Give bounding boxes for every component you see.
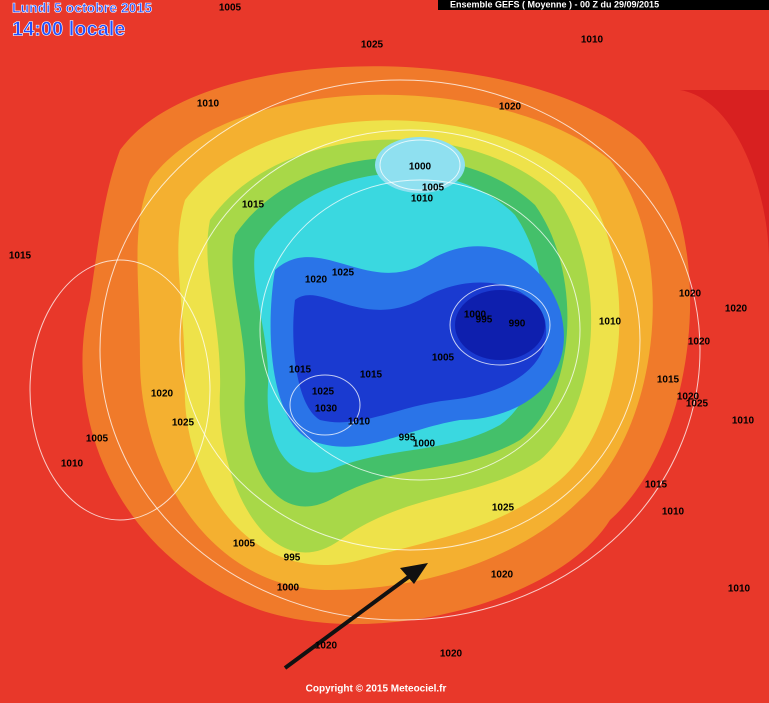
pressure-label: 1020	[677, 392, 700, 403]
pressure-label: 1020	[440, 649, 463, 660]
pressure-label: 1020	[725, 304, 748, 315]
pressure-label: 1000	[464, 310, 487, 321]
pressure-label: 1020	[315, 641, 338, 652]
isobar	[379, 139, 461, 191]
isobar	[29, 259, 211, 521]
pressure-label: 1020	[305, 275, 328, 286]
pressure-label: 1015	[360, 370, 383, 381]
pressure-label: 1020	[499, 102, 522, 113]
pressure-label: 1010	[581, 35, 604, 46]
pressure-label: 1025	[492, 503, 515, 514]
pressure-label: 1010	[197, 99, 220, 110]
isobar	[99, 79, 701, 621]
pressure-label: 1010	[411, 194, 434, 205]
pressure-label: 1030	[315, 404, 338, 415]
copyright: Copyright © 2015 Meteociel.fr	[306, 684, 447, 695]
isobar	[259, 179, 581, 481]
pressure-label: 1000	[413, 439, 436, 450]
isobar	[449, 284, 551, 366]
pressure-label: 1020	[679, 289, 702, 300]
pressure-label: 1025	[312, 387, 335, 398]
banner-bg	[438, 0, 769, 10]
secondary-low	[375, 137, 465, 193]
isobar	[289, 374, 361, 436]
banner: Ensemble GEFS ( Moyenne ) - 00 Z du 29/0…	[450, 0, 659, 9]
pressure-label: 1010	[599, 317, 622, 328]
pressure-label: 1025	[686, 399, 709, 410]
pressure-label: 1015	[657, 375, 680, 386]
pressure-label: 1015	[289, 365, 312, 376]
pressure-label: 1010	[728, 584, 751, 595]
isobars	[29, 79, 701, 621]
pressure-label: 995	[399, 433, 416, 444]
pressure-label: 1025	[332, 268, 355, 279]
pressure-label: 995	[476, 315, 493, 326]
low-core	[455, 290, 545, 360]
isobar	[179, 129, 641, 551]
arrow-head	[400, 563, 428, 584]
pressure-label: 1010	[732, 416, 755, 427]
pressure-label: 1010	[61, 459, 84, 470]
pressure-label: 1000	[409, 162, 432, 173]
pressure-label: 1010	[662, 507, 685, 518]
pressure-label: 1025	[361, 40, 384, 51]
pressure-label: 1015	[645, 480, 668, 491]
dark-red-zone	[680, 90, 769, 260]
pressure-label: 1005	[233, 539, 256, 550]
pressure-label: 1005	[422, 183, 445, 194]
time: 14:00 locale	[12, 18, 125, 40]
pressure-label: 1005	[432, 353, 455, 364]
date: Lundi 5 octobre 2015	[12, 0, 152, 16]
pressure-label: 995	[284, 553, 301, 564]
pressure-label: 1015	[242, 200, 265, 211]
pressure-label: 1020	[491, 570, 514, 581]
pressure-label: 1010	[348, 417, 371, 428]
pressure-label: 1015	[9, 251, 32, 262]
arrow-shaft	[283, 568, 420, 670]
pressure-label: 990	[509, 319, 526, 330]
pressure-label: 1025	[172, 418, 195, 429]
pressure-label: 1005	[86, 434, 109, 445]
pressure-label: 1000	[277, 583, 300, 594]
pressure-label: 1020	[688, 337, 711, 348]
pressure-label: 1020	[151, 389, 174, 400]
pressure-label: 1005	[219, 3, 242, 14]
